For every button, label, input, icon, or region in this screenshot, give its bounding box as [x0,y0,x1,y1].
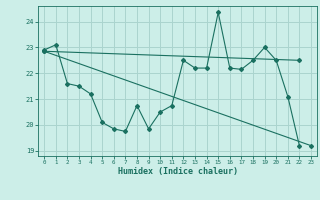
X-axis label: Humidex (Indice chaleur): Humidex (Indice chaleur) [118,167,238,176]
